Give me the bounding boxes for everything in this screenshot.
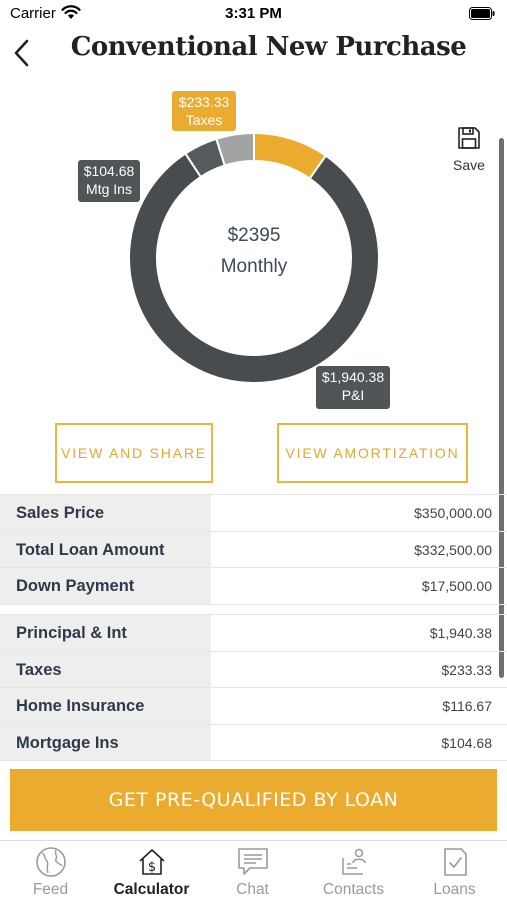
loan-summary-table: Sales Price $350,000.00 Total Loan Amoun… <box>0 494 507 605</box>
row-label: Total Loan Amount <box>0 531 211 568</box>
callout-mtg-ins-amount: $104.68 <box>83 163 135 179</box>
floppy-disk-icon <box>458 127 480 149</box>
tab-label: Chat <box>236 881 269 898</box>
table-row: Mortgage Ins $104.68 <box>0 724 507 762</box>
back-chevron-icon[interactable] <box>12 38 32 68</box>
table-row: Taxes $233.33 <box>0 651 507 689</box>
callout-taxes: $233.33 Taxes <box>172 91 236 131</box>
row-value: $233.33 <box>441 661 492 678</box>
table-row: Down Payment $17,500.00 <box>0 568 507 605</box>
row-label: Mortgage Ins <box>0 724 211 761</box>
tab-calculator[interactable]: $ Calculator <box>101 841 202 900</box>
row-label: Sales Price <box>0 495 211 531</box>
row-value: $104.68 <box>441 734 492 751</box>
row-label: Down Payment <box>0 568 211 604</box>
chat-icon <box>238 848 268 875</box>
calculator-house-icon: $ <box>139 849 165 875</box>
donut-slice-home-insurance <box>215 133 255 167</box>
table-row: Sales Price $350,000.00 <box>0 495 507 532</box>
row-value: $1,940.38 <box>429 625 492 641</box>
donut-center: $2395 Monthly <box>154 225 354 278</box>
callout-pi: $1,940.38 P&I <box>316 366 390 409</box>
scrollbar[interactable] <box>499 138 504 678</box>
callout-pi-label: P&I <box>341 387 365 403</box>
tab-chat[interactable]: Chat <box>202 841 303 900</box>
table-row: Total Loan Amount $332,500.00 <box>0 531 507 569</box>
carrier-label: Carrier <box>10 5 56 22</box>
monthly-label: Monthly <box>220 256 288 277</box>
loans-document-icon <box>444 848 467 876</box>
callout-pi-amount: $1,940.38 <box>321 369 385 385</box>
view-amortization-button[interactable]: VIEW AMORTIZATION <box>277 423 468 483</box>
contacts-icon <box>342 848 366 875</box>
svg-text:$: $ <box>148 860 156 875</box>
tab-label: Contacts <box>322 881 385 898</box>
wifi-icon <box>61 5 81 19</box>
row-value: $332,500.00 <box>414 541 492 558</box>
clock-time: 3:31 PM <box>225 5 282 22</box>
row-label: Home Insurance <box>0 688 211 724</box>
table-row: Home Insurance $116.67 <box>0 688 507 725</box>
tab-contacts[interactable]: Contacts <box>303 841 404 900</box>
callout-taxes-amount: $233.33 <box>178 94 230 110</box>
payment-donut-chart <box>129 133 379 383</box>
globe-icon <box>36 847 66 877</box>
callout-mtg-ins: $104.68 Mtg Ins <box>78 160 140 202</box>
tab-label: Feed <box>32 881 69 898</box>
tab-label: Calculator <box>113 881 190 898</box>
get-prequalified-button[interactable]: GET PRE-QUALIFIED BY LOAN <box>10 769 497 831</box>
callout-taxes-label: Taxes <box>185 112 223 128</box>
table-row: Principal & Int $1,940.38 <box>0 615 507 652</box>
save-label: Save <box>453 157 485 173</box>
status-bar: Carrier 3:31 PM <box>0 0 507 28</box>
callout-mtg-ins-label: Mtg Ins <box>86 181 132 197</box>
tab-loans[interactable]: Loans <box>404 841 505 900</box>
tab-label: Loans <box>433 881 476 898</box>
row-label: Principal & Int <box>0 615 211 651</box>
payment-breakdown-table: Principal & Int $1,940.38 Taxes $233.33 … <box>0 614 507 762</box>
view-and-share-button[interactable]: VIEW AND SHARE <box>55 423 213 483</box>
row-value: $17,500.00 <box>421 578 492 595</box>
save-button[interactable]: Save <box>448 124 490 174</box>
monthly-total: $2395 <box>227 225 281 246</box>
donut-slice-p-i <box>129 152 379 383</box>
row-value: $116.67 <box>442 698 492 715</box>
tab-feed[interactable]: Feed <box>0 841 101 900</box>
tab-bar: Feed $ Calculator Chat Contacts Loans <box>0 840 507 900</box>
page-title: Conventional New Purchase <box>70 32 467 62</box>
row-value: $350,000.00 <box>414 505 492 521</box>
battery-icon <box>469 7 495 20</box>
row-label: Taxes <box>0 651 211 688</box>
